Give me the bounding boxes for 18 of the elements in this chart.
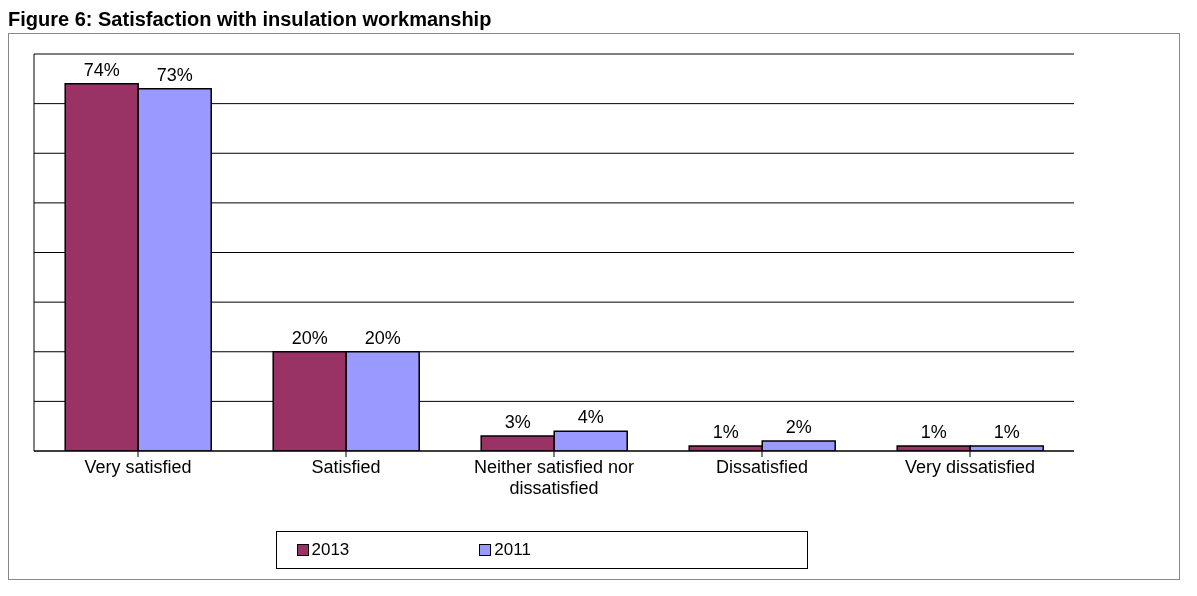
data-label: 74%	[83, 59, 120, 80]
data-label: 1%	[993, 422, 1020, 443]
data-label: 1%	[712, 422, 739, 443]
x-tick-label: Neither satisfied nor dissatisfied	[473, 457, 635, 498]
legend-label: 2013	[310, 540, 350, 560]
legend-label: 2011	[493, 540, 531, 560]
x-tick-label: Dissatisfied	[715, 457, 809, 477]
data-label: 2%	[785, 417, 812, 438]
data-label: 20%	[291, 327, 328, 348]
data-label: 4%	[577, 407, 604, 428]
chart-title: Figure 6: Satisfaction with insulation workmanship	[8, 8, 493, 31]
data-label: 20%	[364, 327, 401, 348]
data-label: 3%	[504, 412, 531, 433]
x-tick-label: Very satisfied	[84, 457, 192, 477]
x-tick-label: Very dissatisfied	[904, 457, 1036, 477]
data-label: 1%	[920, 422, 947, 443]
data-label: 73%	[156, 64, 193, 85]
x-tick-label: Satisfied	[311, 457, 381, 477]
